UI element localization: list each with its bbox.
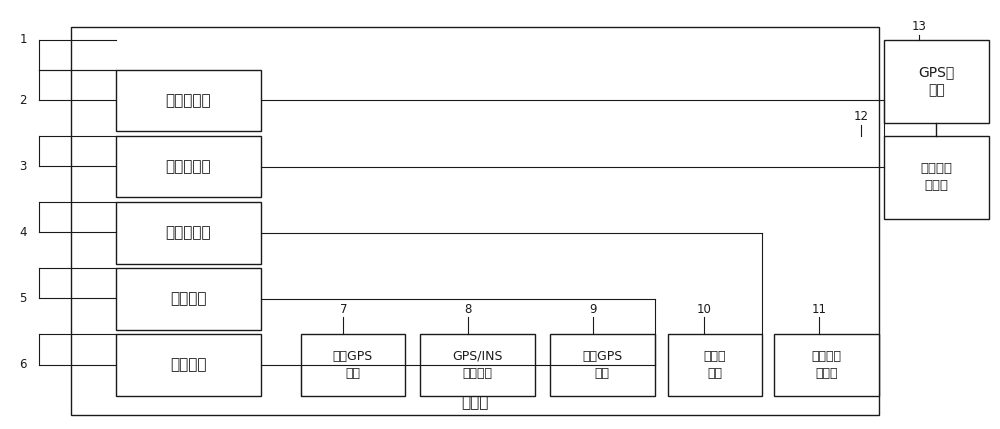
Text: 第一光通
信模块: 第一光通 信模块 [920,162,952,192]
Text: 第二GPS
天线: 第二GPS 天线 [333,350,373,380]
Bar [420,334,535,396]
Text: 可见光相机: 可见光相机 [166,159,211,174]
Text: 第一GPS
天线: 第一GPS 天线 [582,350,622,380]
Text: 7: 7 [340,302,347,315]
Text: 11: 11 [812,302,827,315]
Text: 8: 8 [464,302,472,315]
Text: 4: 4 [19,226,27,239]
Bar [301,334,405,396]
Text: GPS/INS
组合系统: GPS/INS 组合系统 [452,350,503,380]
Bar [884,136,989,219]
Bar [550,334,655,396]
Bar [116,334,261,396]
Bar [774,334,879,396]
Bar [116,136,261,197]
Text: 12: 12 [853,110,868,123]
Bar [668,334,762,396]
Text: 1: 1 [19,33,27,46]
Text: 2: 2 [19,94,27,107]
Text: GPS差
分站: GPS差 分站 [918,65,954,97]
Text: 3: 3 [19,160,27,173]
Text: 方位转台: 方位转台 [170,291,207,306]
Bar [71,27,879,415]
Text: 俯仰转台: 俯仰转台 [170,357,207,372]
Text: 13: 13 [911,20,926,33]
Text: 激光测距机: 激光测距机 [166,225,211,240]
Bar [884,40,989,123]
Bar [116,268,261,329]
Bar [116,202,261,263]
Text: 第二光通
信模块: 第二光通 信模块 [812,350,842,380]
Text: 5: 5 [19,292,27,305]
Text: 6: 6 [19,358,27,371]
Text: 红外光相机: 红外光相机 [166,93,211,108]
Text: 10: 10 [697,302,712,315]
Text: 承载体: 承载体 [461,396,489,411]
Text: 主控计
算机: 主控计 算机 [704,350,726,380]
Text: 9: 9 [589,302,596,315]
Bar [116,69,261,131]
